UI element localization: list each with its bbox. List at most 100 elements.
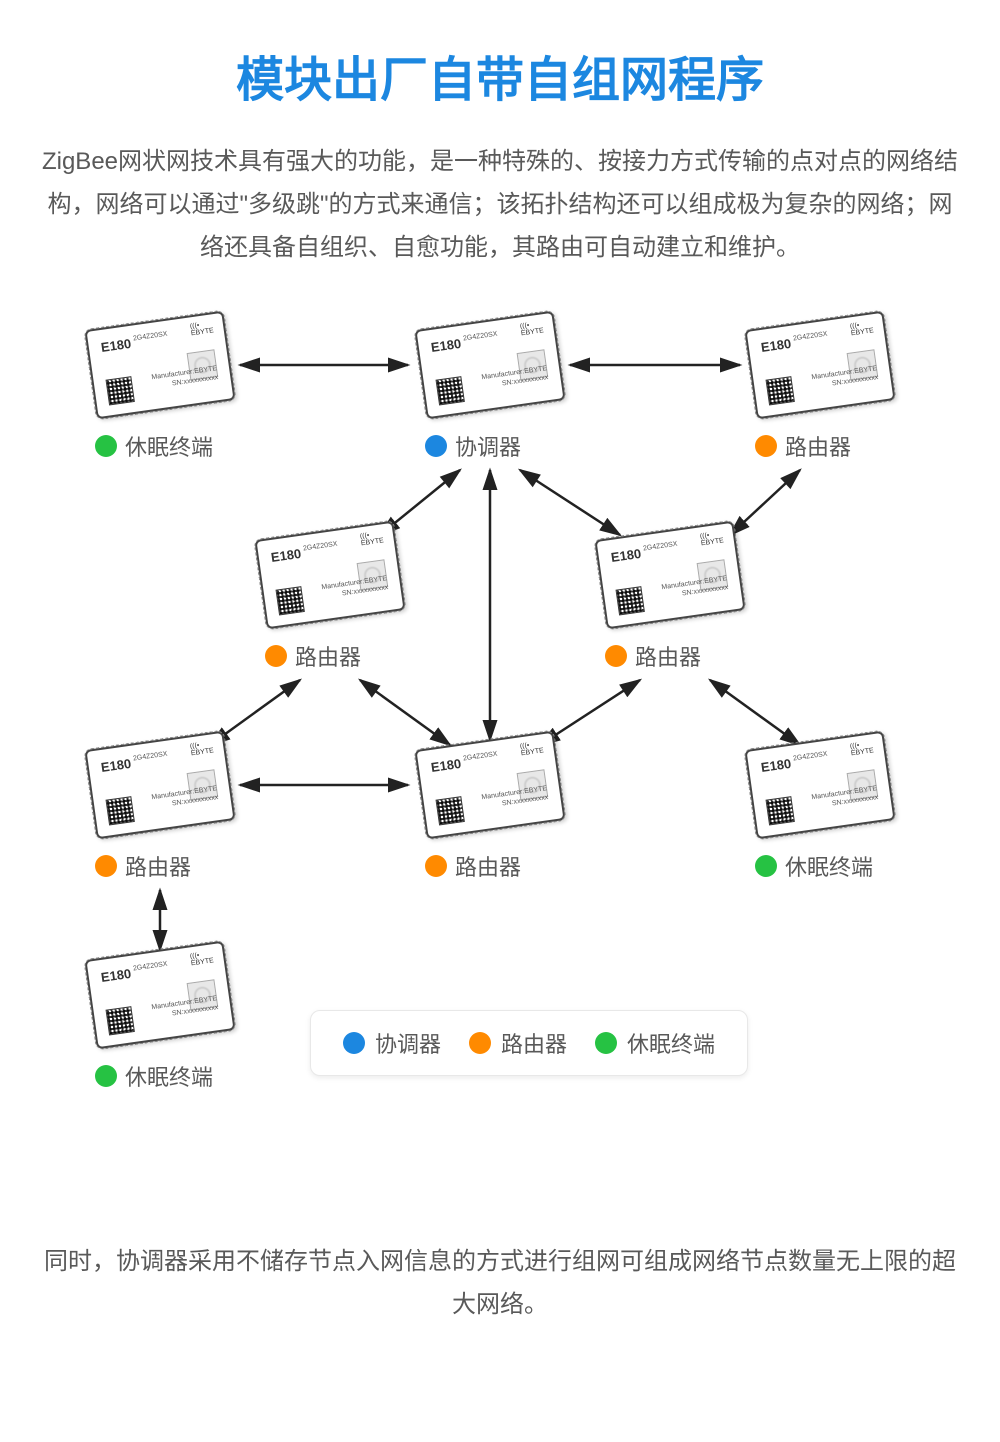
module-chip: E1802G4Z20SX (((•EBYTE Manufacturer:EBYTES…: [84, 730, 235, 839]
network-edge: [360, 680, 450, 745]
node-type-dot: [95, 1065, 117, 1087]
module-qr: [436, 796, 465, 825]
node-type-dot: [425, 435, 447, 457]
module-name: E180: [760, 335, 792, 354]
node-type-dot: [605, 645, 627, 667]
module-brand: (((•EBYTE: [360, 530, 385, 547]
module-chip: E1802G4Z20SX (((•EBYTE Manufacturer:EBYTES…: [594, 520, 745, 629]
module-name: E180: [610, 545, 642, 564]
network-edge: [730, 470, 800, 535]
module-manufacturer: Manufacturer:EBYTESN:xxxxxxxxxx: [661, 575, 729, 601]
module-brand: (((•EBYTE: [850, 740, 875, 757]
network-node: E1802G4Z20SX (((•EBYTE Manufacturer:EBYTES…: [90, 950, 230, 1092]
node-type-text: 路由器: [125, 850, 191, 882]
module-chip: E1802G4Z20SX (((•EBYTE Manufacturer:EBYTES…: [414, 310, 565, 419]
module-brand: (((•EBYTE: [520, 740, 545, 757]
module-manufacturer: Manufacturer:EBYTESN:xxxxxxxxxx: [151, 995, 219, 1021]
module-manufacturer: Manufacturer:EBYTESN:xxxxxxxxxx: [481, 365, 549, 391]
node-label: 路由器: [260, 640, 400, 672]
module-chip: E1802G4Z20SX(((•EBYTEManufacturer:EBYTES…: [744, 310, 895, 419]
node-label: 路由器: [90, 850, 230, 882]
network-node: E1802G4Z20SX (((•EBYTE Manufacturer:EBYTES…: [90, 740, 230, 882]
module-name: E180: [100, 755, 132, 774]
node-type-text: 路由器: [635, 640, 701, 672]
network-node: E1802G4Z20SX (((•EBYTE Manufacturer:EBYTES…: [750, 740, 890, 882]
node-type-text: 休眠终端: [785, 850, 873, 882]
network-node: E1802G4Z20SX(((•EBYTEManufacturer:EBYTES…: [90, 320, 230, 462]
module-chip: E1802G4Z20SX(((•EBYTEManufacturer:EBYTES…: [254, 520, 405, 629]
module-qr: [106, 796, 135, 825]
module-manufacturer: Manufacturer:EBYTESN:xxxxxxxxxx: [481, 785, 549, 811]
module-name: E180: [100, 965, 132, 984]
module-variant: 2G4Z20SX: [463, 330, 498, 342]
module-chip: E1802G4Z20SX (((•EBYTE Manufacturer:EBYTES…: [84, 940, 235, 1049]
module-manufacturer: Manufacturer:EBYTESN:xxxxxxxxxx: [151, 365, 219, 391]
node-type-dot: [95, 435, 117, 457]
node-type-text: 休眠终端: [125, 1060, 213, 1092]
network-node: E1802G4Z20SX (((•EBYTE Manufacturer:EBYTES…: [420, 320, 560, 462]
module-variant: 2G4Z20SX: [133, 750, 168, 762]
network-edge: [710, 680, 800, 745]
legend-label: 路由器: [501, 1027, 567, 1059]
node-type-dot: [425, 855, 447, 877]
module-manufacturer: Manufacturer:EBYTESN:xxxxxxxxxx: [811, 785, 879, 811]
module-qr: [616, 586, 645, 615]
module-brand: (((•EBYTE: [850, 320, 875, 337]
network-node: E1802G4Z20SX(((•EBYTEManufacturer:EBYTES…: [260, 530, 400, 672]
node-type-dot: [755, 855, 777, 877]
network-edge: [540, 680, 640, 745]
module-chip: E1802G4Z20SX(((•EBYTEManufacturer:EBYTES…: [414, 730, 565, 839]
legend-dot: [343, 1032, 365, 1054]
node-type-dot: [755, 435, 777, 457]
module-name: E180: [100, 335, 132, 354]
legend-dot: [469, 1032, 491, 1054]
legend-label: 协调器: [375, 1027, 441, 1059]
module-qr: [106, 1006, 135, 1035]
network-edge: [520, 470, 620, 535]
legend-item: 休眠终端: [595, 1027, 715, 1059]
module-name: E180: [760, 755, 792, 774]
footer-text: 同时，协调器采用不储存节点入网信息的方式进行组网可组成网络节点数量无上限的超大网…: [20, 1240, 980, 1326]
node-type-text: 休眠终端: [125, 430, 213, 462]
module-manufacturer: Manufacturer:EBYTESN:xxxxxxxxxx: [321, 575, 389, 601]
module-variant: 2G4Z20SX: [793, 750, 828, 762]
network-node: E1802G4Z20SX(((•EBYTEManufacturer:EBYTES…: [420, 740, 560, 882]
module-brand: (((•EBYTE: [190, 740, 215, 757]
network-node: E1802G4Z20SX(((•EBYTEManufacturer:EBYTES…: [750, 320, 890, 462]
module-qr: [276, 586, 305, 615]
node-type-text: 路由器: [785, 430, 851, 462]
page-title: 模块出厂自带自组网程序: [20, 40, 980, 110]
module-chip: E1802G4Z20SX(((•EBYTEManufacturer:EBYTES…: [84, 310, 235, 419]
node-label: 路由器: [600, 640, 740, 672]
module-brand: (((•EBYTE: [520, 320, 545, 337]
module-variant: 2G4Z20SX: [133, 960, 168, 972]
legend-item: 路由器: [469, 1027, 567, 1059]
node-label: 协调器: [420, 430, 560, 462]
network-node: E1802G4Z20SX (((•EBYTE Manufacturer:EBYTES…: [600, 530, 740, 672]
node-label: 休眠终端: [90, 1060, 230, 1092]
module-name: E180: [270, 545, 302, 564]
module-brand: (((•EBYTE: [190, 320, 215, 337]
module-name: E180: [430, 335, 462, 354]
module-chip: E1802G4Z20SX (((•EBYTE Manufacturer:EBYTES…: [744, 730, 895, 839]
description-text: ZigBee网状网技术具有强大的功能，是一种特殊的、按接力方式传输的点对点的网络…: [20, 140, 980, 270]
module-qr: [766, 796, 795, 825]
module-variant: 2G4Z20SX: [643, 540, 678, 552]
node-label: 休眠终端: [90, 430, 230, 462]
module-manufacturer: Manufacturer:EBYTESN:xxxxxxxxxx: [151, 785, 219, 811]
node-label: 休眠终端: [750, 850, 890, 882]
node-type-dot: [265, 645, 287, 667]
node-type-text: 路由器: [295, 640, 361, 672]
module-brand: (((•EBYTE: [190, 950, 215, 967]
node-type-dot: [95, 855, 117, 877]
module-brand: (((•EBYTE: [700, 530, 725, 547]
node-label: 路由器: [750, 430, 890, 462]
network-diagram: E1802G4Z20SX(((•EBYTEManufacturer:EBYTES…: [20, 310, 980, 1210]
module-qr: [106, 376, 135, 405]
node-type-text: 协调器: [455, 430, 521, 462]
module-variant: 2G4Z20SX: [793, 330, 828, 342]
module-variant: 2G4Z20SX: [463, 750, 498, 762]
legend: 协调器 路由器休眠终端: [310, 1010, 748, 1076]
page-container: 模块出厂自带自组网程序 ZigBee网状网技术具有强大的功能，是一种特殊的、按接…: [0, 0, 1000, 1366]
legend-item: 协调器: [343, 1027, 441, 1059]
